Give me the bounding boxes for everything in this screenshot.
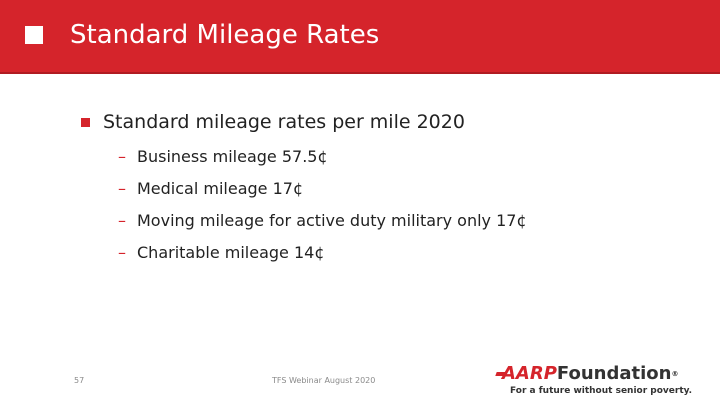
bullet-text: Standard mileage rates per mile 2020 <box>103 111 465 133</box>
sub-bullet-item: – Medical mileage 17¢ <box>118 175 527 207</box>
square-bullet-icon <box>81 118 90 127</box>
sub-bullet-text: Charitable mileage 14¢ <box>137 243 325 262</box>
logo-tagline: For a future without senior poverty. <box>510 386 693 396</box>
dash-icon: – <box>118 211 126 230</box>
page-number: 57 <box>74 376 85 385</box>
logo-wordmark: AARPFoundation® <box>502 362 678 386</box>
sub-bullet-text: Medical mileage 17¢ <box>137 179 304 198</box>
dash-icon: – <box>118 147 126 166</box>
sub-bullet-item: – Business mileage 57.5¢ <box>118 143 527 175</box>
aarp-foundation-logo: AARPFoundation® For a future without sen… <box>495 362 696 402</box>
sub-bullet-text: Business mileage 57.5¢ <box>137 147 328 166</box>
slide-title: Standard Mileage Rates <box>70 20 380 50</box>
sub-bullet-list: – Business mileage 57.5¢ – Medical mileage… <box>118 143 527 271</box>
header-square-icon <box>25 26 43 44</box>
sub-bullet-item: – Charitable mileage 14¢ <box>118 239 527 271</box>
registered-mark: ® <box>671 370 679 378</box>
sub-bullet-text: Moving mileage for active duty military … <box>137 211 527 230</box>
logo-brand: AARP <box>502 363 557 384</box>
dash-icon: – <box>118 243 126 262</box>
sub-bullet-item: – Moving mileage for active duty military… <box>118 207 527 239</box>
dash-icon: – <box>118 179 126 198</box>
footer-text: TFS Webinar August 2020 <box>272 376 376 385</box>
logo-name: Foundation <box>556 363 672 384</box>
slide-header: Standard Mileage Rates <box>0 0 720 74</box>
